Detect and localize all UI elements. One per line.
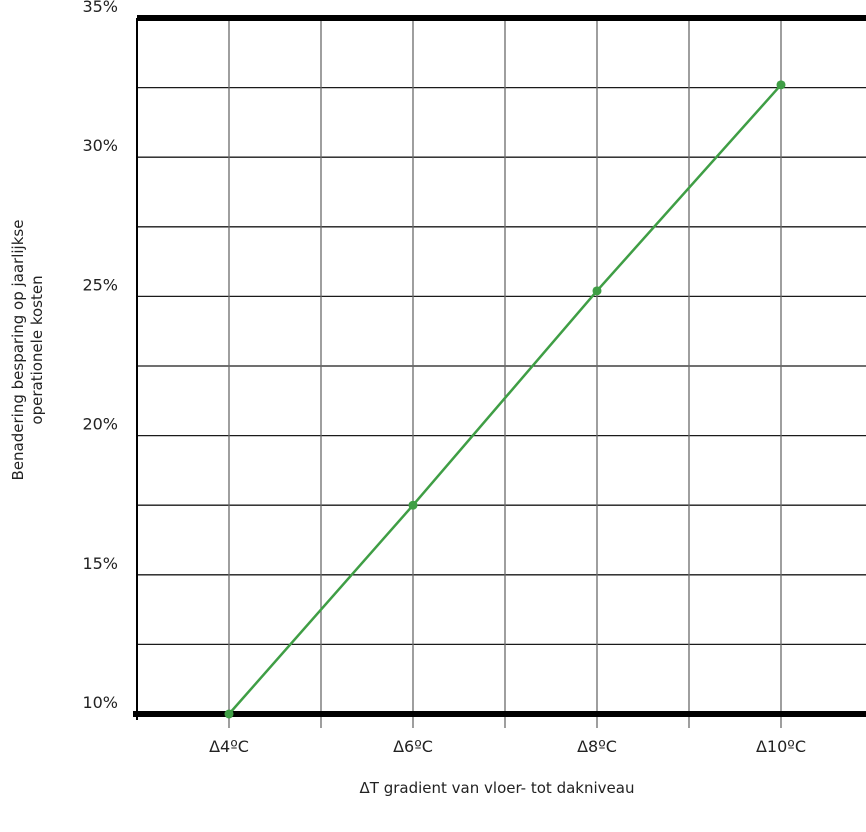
x-tick-label: Δ6ºC bbox=[393, 737, 433, 756]
axes bbox=[133, 15, 866, 720]
data-series bbox=[224, 80, 786, 719]
data-point bbox=[408, 500, 418, 510]
y-tick-label: 10% bbox=[82, 693, 118, 712]
x-tick-label: Δ10ºC bbox=[756, 737, 806, 756]
y-tick-label: 15% bbox=[82, 554, 118, 573]
x-axis-title: ΔT gradient van vloer- tot dakniveau bbox=[360, 779, 635, 797]
data-point bbox=[776, 80, 786, 90]
data-point bbox=[224, 709, 234, 719]
y-tick-label: 25% bbox=[82, 275, 118, 294]
data-point bbox=[592, 286, 602, 296]
y-tick-label: 30% bbox=[82, 136, 118, 155]
x-tick-label: Δ8ºC bbox=[577, 737, 617, 756]
grid-lines bbox=[137, 17, 866, 728]
y-tick-label: 35% bbox=[82, 0, 118, 16]
x-tick-labels: Δ4ºC Δ6ºC Δ8ºC Δ10ºC bbox=[209, 737, 806, 756]
y-axis-title: Benadering besparing op jaarlijkse opera… bbox=[9, 220, 46, 481]
x-tick-label: Δ4ºC bbox=[209, 737, 249, 756]
series-line bbox=[228, 83, 782, 715]
y-axis-title-line1: Benadering besparing op jaarlijkse bbox=[9, 220, 27, 481]
y-axis-title-line2: operationele kosten bbox=[28, 275, 46, 424]
y-tick-labels: 10% 15% 20% 25% 30% 35% bbox=[82, 0, 118, 712]
y-tick-label: 20% bbox=[82, 415, 118, 434]
